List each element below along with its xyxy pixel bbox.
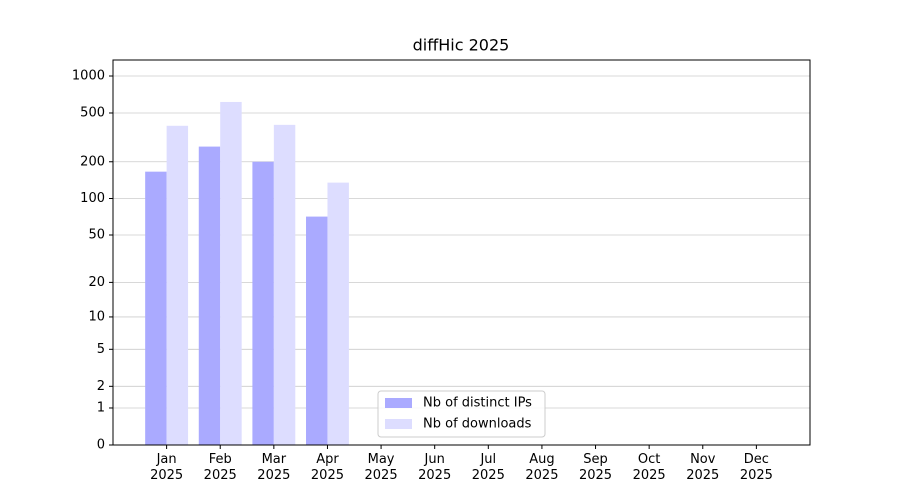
- bar: [166, 125, 189, 445]
- legend-label: Nb of distinct IPs: [423, 396, 532, 411]
- legend-swatch: [385, 419, 412, 429]
- bar: [220, 101, 242, 445]
- y-tick-label: 20: [88, 275, 105, 290]
- x-tick-label: Aug 2025: [525, 452, 559, 483]
- x-tick-label: Jul 2025: [471, 452, 505, 483]
- bar: [306, 216, 328, 445]
- x-tick-label: Oct 2025: [632, 452, 666, 483]
- bar: [198, 146, 221, 445]
- y-tick-label: 1000: [72, 69, 105, 84]
- legend-swatch: [385, 398, 412, 408]
- x-tick-label: Dec 2025: [739, 452, 773, 483]
- y-tick-label: 500: [80, 105, 105, 120]
- x-tick-label: Sep 2025: [578, 452, 613, 483]
- x-tick-label: Feb 2025: [203, 452, 237, 483]
- y-tick-label: 50: [88, 228, 105, 243]
- y-tick-label: 1: [97, 400, 105, 415]
- y-tick-label: 0: [97, 438, 105, 453]
- y-tick-label: 2: [97, 379, 105, 394]
- x-tick-label: Apr 2025: [310, 452, 344, 483]
- x-tick-label: Mar 2025: [257, 452, 291, 483]
- legend: Nb of distinct IPs Nb of downloads: [377, 390, 546, 438]
- legend-label: Nb of downloads: [423, 417, 532, 432]
- bar: [145, 171, 167, 445]
- y-tick-label: 200: [80, 154, 105, 169]
- x-tick-label: Nov 2025: [686, 452, 720, 483]
- y-tick-label: 10: [88, 309, 105, 324]
- y-tick-label: 100: [80, 191, 105, 206]
- x-tick-label: May 2025: [364, 452, 398, 483]
- bar: [273, 124, 296, 446]
- plot-frame: [112, 59, 811, 446]
- bar: [252, 161, 274, 445]
- bar: [327, 182, 349, 445]
- x-tick-label: Jan 2025: [150, 452, 184, 483]
- legend-box: [377, 390, 546, 438]
- x-tick-label: Jun 2025: [418, 452, 452, 483]
- y-tick-label: 5: [97, 342, 105, 357]
- chart-title: diffHic 2025: [413, 36, 510, 55]
